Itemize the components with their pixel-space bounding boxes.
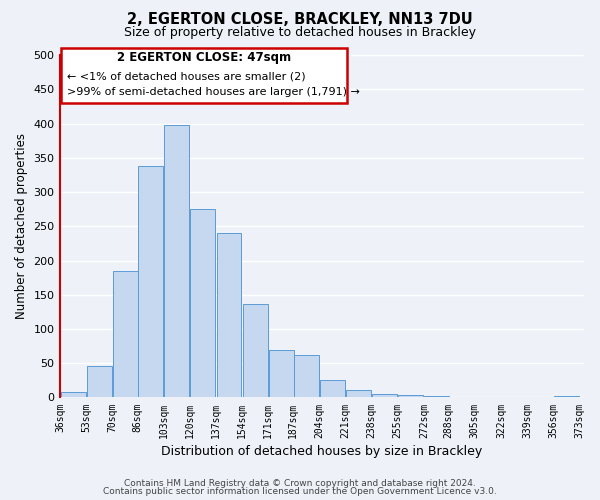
Bar (138, 166, 163, 398)
Text: 2 EGERTON CLOSE: 47sqm: 2 EGERTON CLOSE: 47sqm (117, 51, 291, 64)
Bar (424, 396, 449, 398)
Bar (554, 396, 579, 398)
Bar (475, 397, 500, 398)
Bar (243, 304, 268, 398)
Bar (293, 355, 319, 398)
Bar (164, 125, 189, 398)
X-axis label: Distribution of detached houses by size in Brackley: Distribution of detached houses by size … (161, 444, 482, 458)
Bar (87, 366, 112, 398)
Text: 2, EGERTON CLOSE, BRACKLEY, NN13 7DU: 2, EGERTON CLOSE, BRACKLEY, NN13 7DU (127, 12, 473, 28)
Text: Contains public sector information licensed under the Open Government Licence v3: Contains public sector information licen… (103, 487, 497, 496)
Text: Size of property relative to detached houses in Brackley: Size of property relative to detached ho… (124, 26, 476, 39)
Bar (346, 390, 371, 398)
Y-axis label: Number of detached properties: Number of detached properties (15, 134, 28, 320)
Bar (217, 233, 241, 398)
FancyBboxPatch shape (61, 48, 347, 103)
Text: >99% of semi-detached houses are larger (1,791) →: >99% of semi-detached houses are larger … (67, 86, 360, 97)
Text: Contains HM Land Registry data © Crown copyright and database right 2024.: Contains HM Land Registry data © Crown c… (124, 478, 476, 488)
Bar (398, 396, 423, 398)
Bar (269, 350, 294, 398)
Text: ← <1% of detached houses are smaller (2): ← <1% of detached houses are smaller (2) (67, 72, 306, 82)
Bar (190, 208, 215, 398)
Bar (372, 394, 397, 398)
Bar (113, 271, 138, 398)
Bar (320, 380, 344, 398)
Bar (449, 397, 474, 398)
Bar (61, 392, 86, 398)
